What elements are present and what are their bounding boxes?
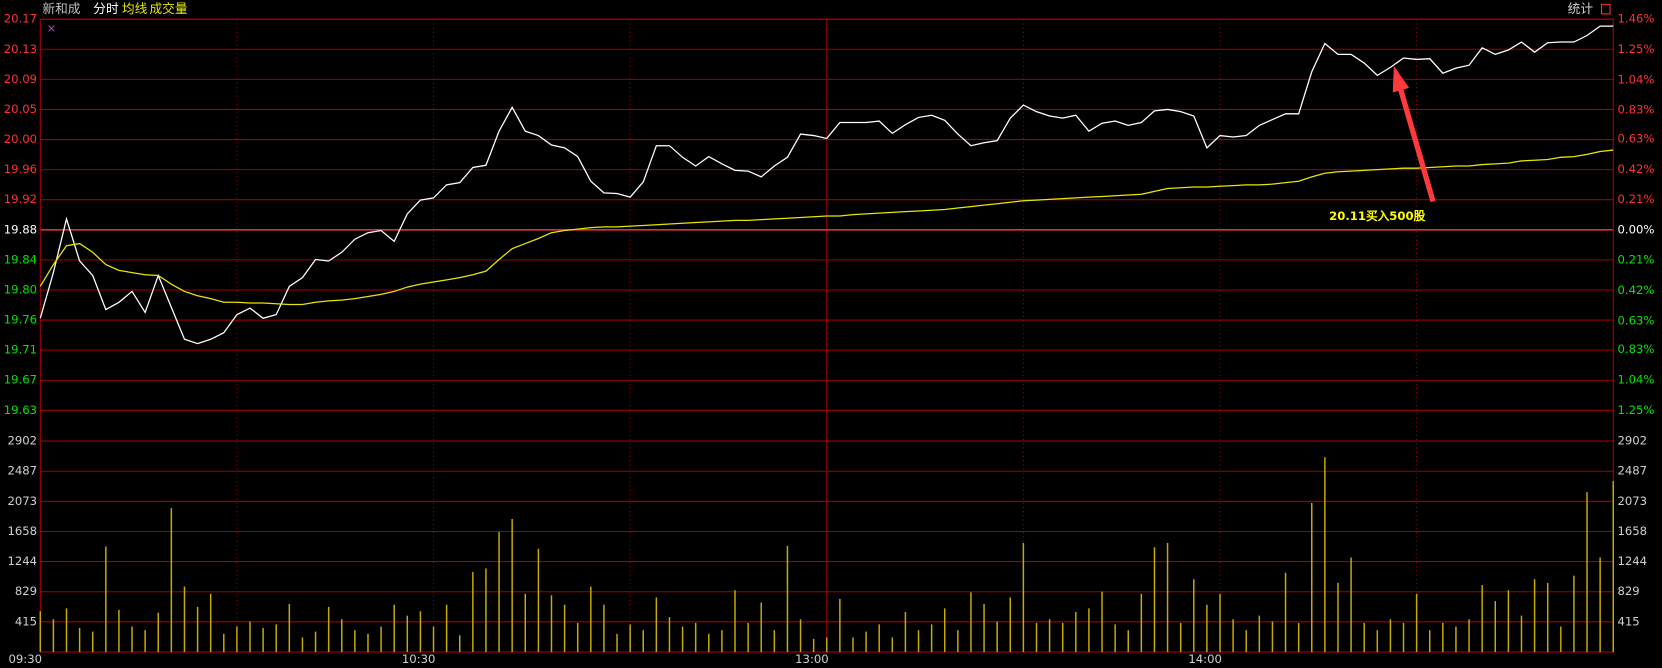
volume-tick-label-right: 2073 <box>1617 494 1647 508</box>
stats-button[interactable]: 统计 <box>1568 1 1594 16</box>
volume-tick-label: 829 <box>15 584 37 598</box>
y2-tick-label: 1.04% <box>1617 373 1654 387</box>
volume-tick-label: 2487 <box>7 464 37 478</box>
annotation-arrow <box>1392 65 1436 203</box>
y-tick-label: 19.63 <box>4 403 37 417</box>
y-tick-label: 19.76 <box>4 313 37 327</box>
y2-tick-label: 0.42% <box>1617 283 1654 297</box>
volume-tick-label: 1244 <box>7 554 37 568</box>
y2-tick-label: 0.21% <box>1617 192 1654 206</box>
volume-tick-label: 2902 <box>7 434 37 448</box>
mode-tab[interactable]: 分时 <box>93 1 119 16</box>
y2-tick-label: 0.42% <box>1617 162 1654 176</box>
volume-tick-label-right: 1658 <box>1617 524 1647 538</box>
y-tick-label: 20.17 <box>4 12 37 26</box>
y2-tick-label: 1.04% <box>1617 72 1654 86</box>
price-line <box>39 149 1614 306</box>
x-tick-label: 10:30 <box>402 652 436 666</box>
y-tick-label: 20.05 <box>4 102 37 116</box>
price-line <box>39 25 1614 345</box>
y-tick-label: 19.92 <box>4 192 37 206</box>
y-tick-label: 19.96 <box>4 162 37 176</box>
y2-tick-label: 0.63% <box>1617 313 1654 327</box>
y-tick-label: 19.88 <box>4 222 37 236</box>
stock-name: 新和成 <box>42 1 80 16</box>
marker-icon: × <box>47 21 57 35</box>
x-tick-label: 13:00 <box>795 652 829 666</box>
volume-tick-label: 2073 <box>7 494 37 508</box>
stats-icon[interactable] <box>1601 3 1611 15</box>
y-tick-label: 19.67 <box>4 373 37 387</box>
y2-tick-label: 0.83% <box>1617 103 1654 117</box>
x-tick-label: 09:30 <box>8 652 42 666</box>
y-tick-label: 20.13 <box>4 42 37 56</box>
y2-tick-label: 0.21% <box>1617 253 1654 267</box>
y-tick-label: 19.84 <box>4 252 37 266</box>
volume-legend[interactable]: 成交量 <box>149 1 187 16</box>
volume-tick-label-right: 415 <box>1617 614 1639 628</box>
avg-legend[interactable]: 均线 <box>122 1 148 16</box>
x-tick-label: 14:00 <box>1188 652 1222 666</box>
y2-tick-label: 0.63% <box>1617 131 1654 145</box>
y2-tick-label: 0.83% <box>1617 342 1654 356</box>
volume-tick-label-right: 2902 <box>1617 434 1647 448</box>
y-tick-label: 19.71 <box>4 343 37 357</box>
volume-tick-label: 415 <box>15 614 37 628</box>
y2-tick-label: 1.25% <box>1617 42 1654 56</box>
annotation: 20.11买入500股 <box>1329 209 1425 223</box>
y-tick-label: 20.00 <box>4 132 37 146</box>
grid <box>40 18 1614 652</box>
y-tick-label: 20.09 <box>4 72 37 86</box>
y-tick-label: 19.80 <box>4 282 37 296</box>
volume-tick-label: 1658 <box>7 524 37 538</box>
volume-tick-label-right: 2487 <box>1617 464 1647 478</box>
y2-tick-label: 0.00% <box>1617 222 1654 236</box>
y2-tick-label: 1.25% <box>1617 403 1654 417</box>
volume-tick-label-right: 1244 <box>1617 554 1647 568</box>
y2-tick-label: 1.46% <box>1617 12 1654 26</box>
volume-tick-label-right: 829 <box>1617 584 1639 598</box>
